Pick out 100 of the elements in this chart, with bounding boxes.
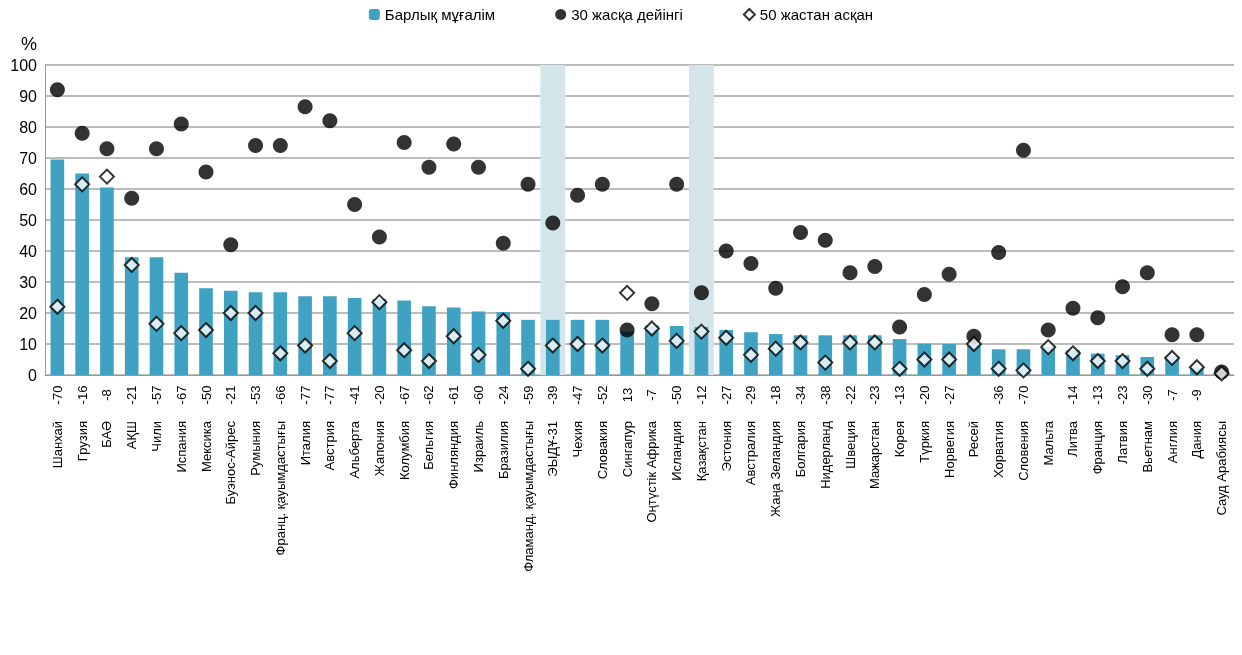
x-tick-label: Швеция <box>842 421 858 469</box>
y-tick-label: 10 <box>19 335 38 353</box>
x-tick-label: АҚШ <box>124 421 140 450</box>
text: -8 <box>99 389 115 401</box>
y-tick-label: 70 <box>19 149 38 167</box>
text: -50 <box>198 385 214 405</box>
text: -24 <box>495 385 511 405</box>
x-tick-label: Мальта <box>1040 420 1056 466</box>
x-tick-label: Грузия <box>74 421 90 462</box>
text: -36 <box>991 385 1007 405</box>
y-tick-label: 80 <box>19 118 38 136</box>
text: 13 <box>619 387 635 403</box>
text: -16 <box>74 385 90 405</box>
x-tick-label: Чили <box>148 421 164 452</box>
x-tick-label: Буэнос-Айрес <box>223 420 239 505</box>
x-tick-label: Шанхай <box>49 421 65 469</box>
x-tick-label: Түркия <box>916 421 932 463</box>
text: -20 <box>371 385 387 405</box>
x-tick-label: Латвия <box>1115 421 1131 464</box>
text: -14 <box>1065 385 1081 405</box>
text: -67 <box>396 385 412 405</box>
x-tick-label: Ресей <box>966 421 982 458</box>
x-tick-label: Жапония <box>371 421 387 477</box>
text: -77 <box>297 385 313 405</box>
text: -34 <box>793 385 809 405</box>
text: -30 <box>1139 385 1155 405</box>
x-tick-label: Италия <box>297 421 313 466</box>
y-tick-label: 30 <box>19 273 38 291</box>
text: -59 <box>520 385 536 405</box>
text: -21 <box>124 385 140 405</box>
x-tick-label: БАӘ <box>99 420 115 448</box>
x-tick-label: Исландия <box>669 421 685 481</box>
x-tick-label: Словения <box>1015 421 1031 481</box>
text: -41 <box>347 385 363 405</box>
text: -53 <box>248 385 264 405</box>
text: -38 <box>817 385 833 405</box>
y-tick-label: 0 <box>28 366 38 384</box>
x-tick-label: Сауд Арабиясы <box>1214 421 1230 516</box>
text: -12 <box>693 385 709 405</box>
text: -20 <box>916 385 932 405</box>
x-tick-label: Литва <box>1065 420 1081 457</box>
x-tick-label: Австрия <box>322 421 338 471</box>
y-tick-label: 100 <box>10 56 38 74</box>
text: -61 <box>446 385 462 405</box>
x-tick-label: Хорватия <box>991 421 1007 478</box>
x-tick-label: Дания <box>1189 421 1205 459</box>
x-tick-label: Эстония <box>718 421 734 472</box>
x-tick-label: Қазақстан <box>693 421 709 482</box>
x-tick-label: Бразилия <box>495 421 511 479</box>
text: -39 <box>545 385 561 405</box>
text: -18 <box>768 385 784 405</box>
text: -52 <box>594 385 610 405</box>
text: -66 <box>272 385 288 405</box>
text: -62 <box>421 385 437 405</box>
y-axis-title: % <box>20 34 37 54</box>
text: -77 <box>322 385 338 405</box>
text: -47 <box>570 385 586 405</box>
x-tick-label: Финляндия <box>446 421 462 490</box>
x-tick-label: Испания <box>173 421 189 473</box>
text: -50 <box>669 385 685 405</box>
x-tick-label: Альберта <box>347 420 363 479</box>
text: -60 <box>470 385 486 405</box>
x-tick-label: Вьетнам <box>1139 420 1155 473</box>
x-tick-label: Франц. қауымдастығы <box>272 421 288 556</box>
text: -7 <box>1164 389 1180 401</box>
text: -7 <box>644 389 660 401</box>
text: -29 <box>743 385 759 405</box>
text: -9 <box>1189 389 1205 401</box>
x-tick-label: Фламанд. қауымдастығы <box>520 421 536 572</box>
x-tick-label: Румыния <box>248 421 264 476</box>
x-tick-label: Англия <box>1164 421 1180 464</box>
legend-label: 50 жастан асқан <box>759 6 874 23</box>
text: -21 <box>223 385 239 405</box>
text: -67 <box>173 385 189 405</box>
x-tick-label: Чехия <box>570 421 586 458</box>
text: -27 <box>718 385 734 405</box>
y-tick-label: 20 <box>19 304 38 322</box>
x-tick-label: Бельгия <box>421 421 437 470</box>
text: -23 <box>867 385 883 405</box>
text: -27 <box>941 385 957 405</box>
text: -57 <box>148 385 164 405</box>
x-tick-label: Израиль <box>470 420 486 473</box>
y-tick-label: 60 <box>19 180 38 198</box>
x-tick-label: Колумбия <box>396 421 412 480</box>
text: -23 <box>1115 385 1131 405</box>
x-tick-label: Сингапур <box>619 421 635 478</box>
text: -13 <box>892 385 908 405</box>
text: -70 <box>1015 385 1031 405</box>
legend-label: Барлық мұғалім <box>384 6 496 23</box>
x-tick-label: Словакия <box>594 421 610 480</box>
y-tick-label: 90 <box>19 87 38 105</box>
y-tick-label: 40 <box>19 242 38 260</box>
x-tick-label: Австралия <box>743 421 759 486</box>
text: -13 <box>1090 385 1106 405</box>
legend-label: 30 жасқа дейінгі <box>571 6 683 23</box>
x-tick-label: Нидерланд <box>817 420 833 489</box>
x-tick-label: ЭЫДҰ-31 <box>545 421 561 477</box>
x-tick-label: Норвегия <box>941 421 957 478</box>
x-tick-label: Франция <box>1090 421 1106 475</box>
x-tick-label: Оңтүстік Африка <box>644 420 660 523</box>
